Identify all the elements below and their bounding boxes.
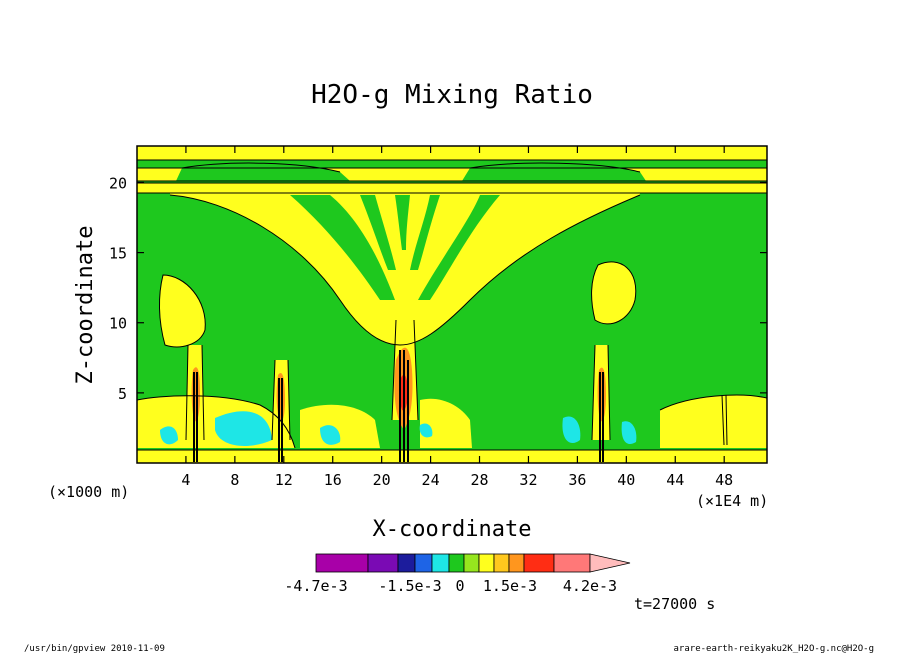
colorbar: -4.7e-3 -1.5e-3 0 1.5e-3 4.2e-3 — [284, 553, 631, 595]
colorbar-label: 4.2e-3 — [563, 577, 617, 595]
colorbar-label: -1.5e-3 — [378, 577, 441, 595]
x-tick-label: 8 — [230, 471, 239, 489]
x-axis-unit-right: (×1E4 m) — [696, 492, 768, 510]
field-lobe-right — [591, 261, 636, 324]
colorbar-swatch — [367, 553, 399, 573]
x-tick-label: 32 — [519, 471, 537, 489]
colorbar-swatch — [397, 553, 416, 573]
chart-title: H2O-g Mixing Ratio — [311, 80, 593, 110]
colorbar-swatch — [508, 553, 525, 573]
field-v-inner-green-2 — [418, 195, 500, 300]
field-v-inner-green-3 — [360, 195, 396, 270]
x-tick-label: 36 — [568, 471, 586, 489]
contour-line-7 — [137, 159, 767, 194]
field-bottom-band — [137, 450, 767, 463]
y-axis: 5 10 15 20 — [109, 174, 767, 403]
y-tick-label: 15 — [109, 245, 127, 263]
contour-line-5 — [659, 394, 767, 411]
colorbar-swatch — [414, 553, 433, 573]
contour-line-10 — [721, 394, 728, 446]
x-tick-label: 48 — [715, 471, 733, 489]
field-neg-4 — [419, 423, 433, 438]
x-tick-label: 16 — [324, 471, 342, 489]
field-neg-6 — [621, 421, 637, 444]
field-v-inner-green — [290, 195, 395, 300]
contour-line-9 — [185, 319, 611, 441]
field-neg-2 — [215, 411, 272, 446]
colorbar-swatch — [478, 553, 495, 573]
field-v-inner-green-5 — [395, 195, 410, 250]
footer-right: arare-earth-reikyaku2K_H2O-g.nc@H2O-g — [674, 644, 874, 654]
x-tick-label: 24 — [422, 471, 440, 489]
x-tick-label: 4 — [181, 471, 190, 489]
field-v-structure — [170, 193, 640, 345]
field-neg-3 — [320, 425, 341, 445]
colorbar-label: -4.7e-3 — [284, 577, 347, 595]
colorbar-swatch — [448, 553, 465, 573]
contour-core-12 — [278, 378, 283, 462]
field-neg-5 — [562, 416, 581, 444]
field-v-inner-green-4 — [410, 195, 440, 270]
y-tick-label: 5 — [118, 385, 127, 403]
contour-core-37 — [599, 372, 604, 462]
colorbar-swatch — [553, 553, 591, 573]
colorbar-swatch — [431, 553, 450, 573]
field-lower-right — [660, 395, 767, 448]
field-top-band — [137, 146, 767, 160]
colorbar-swatch — [315, 553, 369, 573]
contour-line-8 — [181, 162, 641, 173]
x-tick-label: 20 — [373, 471, 391, 489]
field-lower-mid — [300, 404, 380, 448]
plot-area — [137, 146, 767, 463]
contour-line-4 — [137, 395, 296, 449]
x-axis-label: X-coordinate — [373, 517, 532, 542]
y-tick-label: 10 — [109, 315, 127, 333]
colorbar-swatch — [523, 553, 555, 573]
field-lobe-left — [159, 275, 206, 347]
time-label: t=27000 s — [634, 595, 715, 613]
x-tick-label: 28 — [470, 471, 488, 489]
colorbar-swatch — [493, 553, 510, 573]
colorbar-label: 1.5e-3 — [483, 577, 537, 595]
contour-line-3 — [591, 261, 637, 325]
x-axis-unit-left: (×1000 m) — [48, 483, 129, 501]
y-tick-label: 20 — [109, 174, 127, 192]
colorbar-swatch — [463, 553, 480, 573]
footer-left: /usr/bin/gpview 2010-11-09 — [24, 644, 165, 654]
field-lower-mid-2 — [420, 398, 472, 448]
contour-core-4 — [193, 372, 198, 462]
contour-line-1 — [169, 194, 641, 346]
x-tick-label: 40 — [617, 471, 635, 489]
colorbar-label: 0 — [455, 577, 464, 595]
contour-core-center — [399, 350, 409, 462]
colorbar-extend-arrow — [589, 553, 631, 573]
field-neg-1 — [160, 426, 178, 445]
y-axis-label: Z-coordinate — [73, 226, 98, 385]
x-tick-label: 12 — [275, 471, 293, 489]
x-tick-label: 44 — [666, 471, 684, 489]
x-axis: 4 8 12 16 20 24 28 32 36 40 44 48 — [181, 146, 733, 489]
field-band-20 — [137, 183, 767, 193]
contour-line-2 — [158, 274, 206, 348]
plot-frame — [136, 145, 768, 464]
